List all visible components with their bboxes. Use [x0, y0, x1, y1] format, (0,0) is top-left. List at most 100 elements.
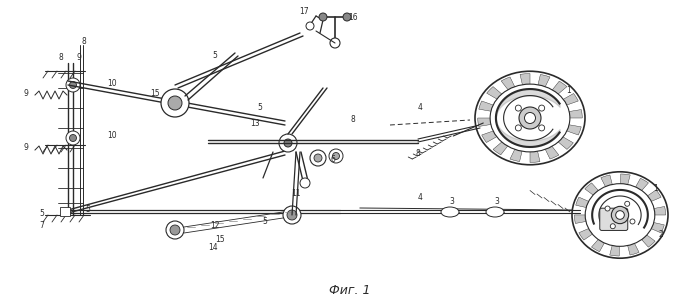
Circle shape [279, 134, 297, 152]
Circle shape [161, 89, 189, 117]
Circle shape [616, 211, 624, 219]
Text: 8: 8 [416, 148, 421, 158]
Circle shape [630, 219, 635, 224]
FancyBboxPatch shape [600, 208, 628, 231]
Ellipse shape [475, 71, 585, 165]
Circle shape [605, 206, 610, 211]
Ellipse shape [490, 84, 570, 152]
Polygon shape [648, 190, 661, 201]
Ellipse shape [585, 184, 654, 246]
Text: 10: 10 [107, 131, 117, 139]
Circle shape [611, 206, 629, 224]
Polygon shape [477, 118, 491, 126]
Circle shape [343, 13, 351, 21]
Polygon shape [579, 228, 593, 240]
Text: 4: 4 [418, 194, 422, 202]
Text: Фиг. 1: Фиг. 1 [329, 284, 371, 297]
Circle shape [515, 125, 522, 131]
Text: 1: 1 [566, 86, 571, 95]
Polygon shape [566, 125, 581, 135]
Circle shape [610, 224, 615, 229]
Circle shape [319, 13, 327, 21]
Circle shape [168, 96, 182, 110]
Text: 13: 13 [250, 118, 260, 128]
Polygon shape [654, 206, 666, 215]
Text: 12: 12 [210, 221, 220, 229]
Circle shape [66, 78, 80, 92]
Text: 5: 5 [85, 205, 90, 215]
Circle shape [539, 105, 545, 111]
Polygon shape [486, 87, 502, 99]
Circle shape [284, 139, 292, 147]
Polygon shape [592, 239, 605, 252]
Text: 3: 3 [449, 197, 454, 205]
Text: 8: 8 [59, 54, 64, 62]
Circle shape [515, 105, 522, 111]
Text: 15: 15 [215, 235, 225, 245]
Text: 14: 14 [208, 244, 218, 252]
Polygon shape [563, 94, 578, 105]
Polygon shape [545, 146, 559, 159]
Polygon shape [575, 215, 586, 224]
Circle shape [310, 150, 326, 166]
Text: 5: 5 [213, 51, 218, 59]
Polygon shape [651, 222, 664, 233]
Text: 11: 11 [291, 188, 301, 198]
Polygon shape [530, 151, 540, 162]
Polygon shape [610, 245, 620, 256]
Circle shape [539, 125, 545, 131]
Text: 8: 8 [351, 115, 356, 124]
FancyBboxPatch shape [60, 207, 70, 216]
Circle shape [330, 38, 340, 48]
Polygon shape [479, 101, 493, 111]
Circle shape [69, 135, 76, 142]
Circle shape [624, 201, 630, 206]
Circle shape [524, 112, 536, 124]
Text: 9: 9 [24, 88, 29, 98]
Circle shape [287, 210, 297, 220]
Text: 2: 2 [659, 230, 663, 239]
Polygon shape [636, 178, 648, 191]
Circle shape [166, 221, 184, 239]
Polygon shape [482, 131, 497, 142]
Ellipse shape [572, 172, 668, 258]
Polygon shape [501, 77, 514, 90]
Text: 5: 5 [40, 208, 44, 218]
Text: 3: 3 [495, 197, 499, 205]
Polygon shape [538, 75, 550, 87]
Polygon shape [520, 74, 530, 85]
Ellipse shape [486, 207, 504, 217]
Circle shape [314, 154, 322, 162]
Text: 15: 15 [150, 88, 160, 98]
Circle shape [300, 178, 310, 188]
Text: 5: 5 [258, 104, 262, 112]
Circle shape [519, 107, 541, 129]
Polygon shape [558, 137, 573, 149]
Circle shape [332, 152, 340, 159]
Ellipse shape [441, 207, 459, 217]
Text: 1: 1 [654, 184, 659, 193]
Polygon shape [552, 81, 567, 94]
Text: 17: 17 [299, 8, 309, 16]
Circle shape [66, 131, 80, 145]
Text: 10: 10 [107, 78, 117, 88]
Polygon shape [641, 235, 655, 247]
Circle shape [69, 82, 76, 88]
Text: 5: 5 [262, 217, 267, 225]
Polygon shape [601, 175, 612, 187]
Text: 8: 8 [82, 38, 86, 46]
Text: 9: 9 [76, 54, 81, 62]
Text: 4: 4 [418, 104, 422, 112]
Polygon shape [628, 243, 639, 255]
Circle shape [170, 225, 180, 235]
Circle shape [329, 149, 343, 163]
Polygon shape [510, 149, 522, 161]
Polygon shape [493, 142, 508, 155]
Text: 7: 7 [40, 221, 44, 229]
Circle shape [283, 206, 301, 224]
Text: 6: 6 [330, 155, 335, 165]
Polygon shape [620, 174, 630, 185]
Polygon shape [569, 109, 582, 118]
Polygon shape [575, 197, 589, 208]
Text: 9: 9 [24, 144, 29, 152]
